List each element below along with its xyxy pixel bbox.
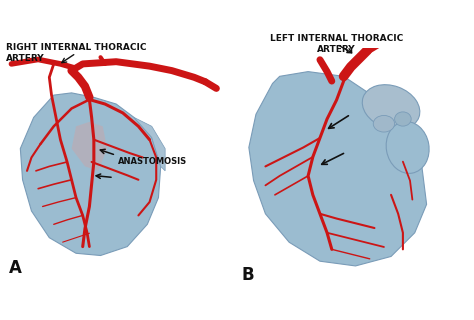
Polygon shape (134, 117, 165, 171)
Polygon shape (72, 122, 107, 171)
Polygon shape (249, 72, 427, 266)
Polygon shape (20, 93, 161, 255)
Ellipse shape (362, 85, 420, 130)
Ellipse shape (386, 122, 429, 173)
Text: A: A (9, 259, 22, 277)
Text: B: B (242, 266, 255, 284)
Ellipse shape (394, 112, 411, 126)
Text: RIGHT INTERNAL THORACIC
ARTERY: RIGHT INTERNAL THORACIC ARTERY (6, 44, 146, 63)
Ellipse shape (374, 116, 395, 132)
Text: LEFT INTERNAL THORACIC
ARTERY: LEFT INTERNAL THORACIC ARTERY (270, 35, 403, 54)
Text: ANASTOMOSIS: ANASTOMOSIS (118, 157, 188, 166)
